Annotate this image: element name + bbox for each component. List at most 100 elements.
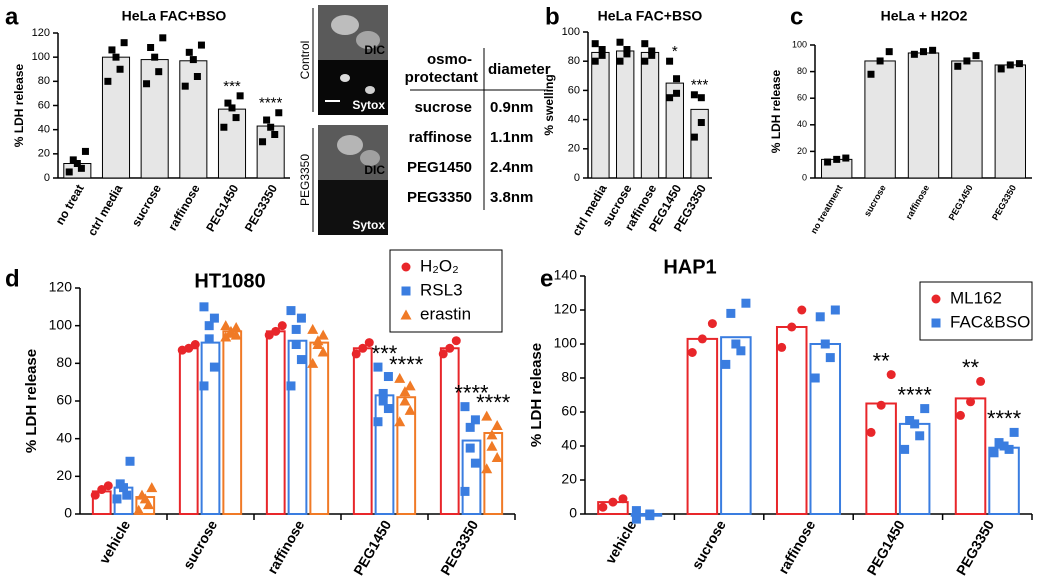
data-point xyxy=(797,305,807,315)
cell xyxy=(337,135,363,155)
data-point xyxy=(291,324,301,334)
legend-label: H₂O₂ xyxy=(420,256,459,275)
y-tick-label: 60 xyxy=(561,403,577,419)
data-point xyxy=(151,53,159,61)
data-point xyxy=(236,92,244,100)
data-point xyxy=(736,346,746,356)
data-point xyxy=(286,306,296,316)
data-point xyxy=(598,502,608,512)
data-point xyxy=(966,397,976,407)
y-tick-label: 20 xyxy=(56,467,72,483)
bar xyxy=(591,51,610,179)
data-point xyxy=(697,94,705,102)
bar xyxy=(865,402,897,515)
data-point xyxy=(108,46,116,54)
x-tick-label: no treat xyxy=(53,182,87,227)
channel-label: Sytox xyxy=(352,98,385,112)
data-point xyxy=(120,39,128,47)
y-tick-label: 0 xyxy=(802,172,807,182)
x-tick-label: vehicle xyxy=(602,517,640,566)
data-point xyxy=(220,123,228,131)
data-point xyxy=(364,338,374,348)
data-point xyxy=(204,321,214,331)
y-tick-label: 80 xyxy=(561,369,577,385)
data-point xyxy=(876,400,886,410)
data-point xyxy=(867,70,875,78)
data-point xyxy=(159,34,167,42)
y-tick-label: 60 xyxy=(797,93,807,103)
bar xyxy=(640,51,660,179)
data-point xyxy=(666,94,674,102)
y-tick-label: 20 xyxy=(561,471,577,487)
data-point xyxy=(915,431,925,441)
data-point xyxy=(645,509,655,519)
y-tick-label: 120 xyxy=(49,279,73,295)
data-point xyxy=(383,372,393,382)
data-point xyxy=(77,164,85,172)
data-point xyxy=(777,342,787,352)
data-point xyxy=(623,50,631,58)
data-point xyxy=(491,452,503,462)
data-point xyxy=(697,334,707,344)
data-point xyxy=(230,322,242,333)
table-header: osmo- xyxy=(427,51,472,68)
data-point xyxy=(885,48,893,56)
significance: ** xyxy=(962,355,980,380)
data-point xyxy=(351,349,361,359)
table-cell: 3.8nm xyxy=(490,189,533,206)
table-header: diameter xyxy=(488,61,551,78)
bar xyxy=(179,60,208,179)
y-tick-label: 0 xyxy=(574,172,580,184)
bar xyxy=(988,446,1020,516)
data-point xyxy=(641,57,649,65)
significance: ** xyxy=(873,348,891,373)
x-tick-label: sucrose xyxy=(688,517,729,572)
data-point xyxy=(317,346,329,357)
data-point xyxy=(673,75,681,83)
y-tick-label: 80 xyxy=(797,66,807,76)
data-point xyxy=(920,404,930,414)
significance: **** xyxy=(454,380,489,405)
data-point xyxy=(731,339,741,349)
data-point xyxy=(673,89,681,97)
cell xyxy=(340,74,350,82)
data-point xyxy=(81,147,89,155)
data-point xyxy=(204,334,214,344)
x-tick-label: sucrose xyxy=(180,517,221,572)
data-point xyxy=(394,416,406,427)
data-point xyxy=(931,294,941,304)
data-point xyxy=(197,41,205,49)
y-tick-label: 120 xyxy=(32,27,50,39)
data-point xyxy=(307,323,319,334)
data-point xyxy=(65,168,73,176)
bar xyxy=(775,326,808,515)
data-point xyxy=(721,359,731,369)
cell xyxy=(331,15,359,35)
data-point xyxy=(116,65,124,73)
data-point xyxy=(929,46,937,54)
data-point xyxy=(225,325,237,336)
data-point xyxy=(224,99,232,107)
panel-letter: d xyxy=(5,265,20,292)
x-tick-label: raffinose xyxy=(165,182,203,233)
data-point xyxy=(220,331,232,342)
y-tick-label: 40 xyxy=(561,437,577,453)
bar xyxy=(898,422,931,515)
y-tick-label: 100 xyxy=(49,316,73,332)
channel-label: DIC xyxy=(364,163,385,177)
y-tick-label: 120 xyxy=(554,301,578,317)
data-point xyxy=(787,322,797,332)
table-cell: 0.9nm xyxy=(490,99,533,116)
y-tick-label: 80 xyxy=(38,75,50,87)
data-point xyxy=(383,404,393,414)
data-point xyxy=(465,443,475,453)
y-tick-label: 80 xyxy=(56,354,72,370)
data-point xyxy=(307,357,319,368)
x-tick-label: ctrl media xyxy=(569,182,610,238)
y-tick-label: 60 xyxy=(568,84,580,96)
data-point xyxy=(267,123,275,131)
y-tick-label: 100 xyxy=(562,26,580,38)
data-point xyxy=(616,38,624,46)
data-point xyxy=(378,388,388,398)
data-point xyxy=(184,343,194,353)
